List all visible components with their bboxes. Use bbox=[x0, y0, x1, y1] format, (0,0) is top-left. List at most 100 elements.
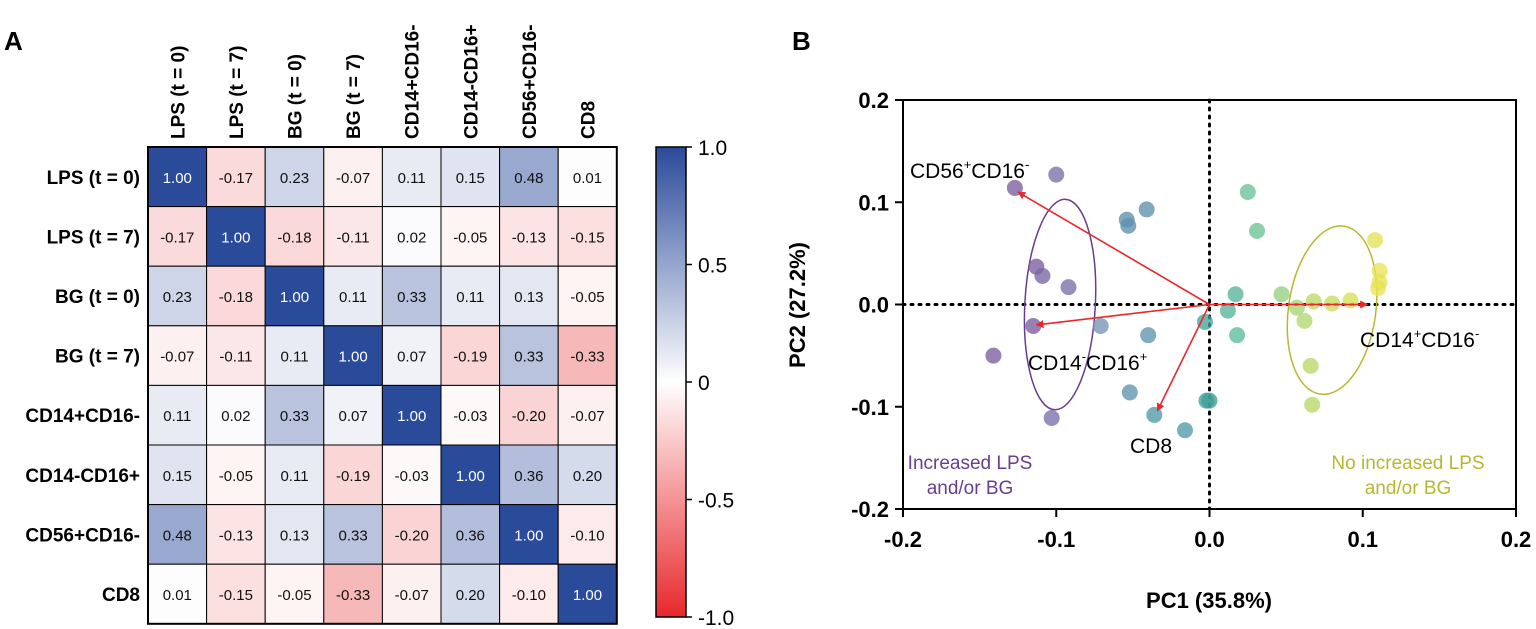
heatmap-cell-value: 0.48 bbox=[163, 527, 192, 544]
scatter-point bbox=[1025, 317, 1042, 334]
scatter-point bbox=[1371, 262, 1388, 279]
heatmap-cell-value: 0.23 bbox=[163, 289, 192, 306]
group-labels: Increased LPS and/or BG No increased LPS… bbox=[908, 453, 1485, 499]
scatter-point bbox=[1138, 201, 1155, 218]
heatmap-cell-value: -0.17 bbox=[160, 229, 194, 246]
heatmap-cell bbox=[499, 444, 559, 506]
heatmap-cell-value: 1.00 bbox=[573, 587, 602, 604]
heatmap-col-label: BG (t = 7) bbox=[344, 54, 365, 139]
heatmap-col-label: CD56+CD16- bbox=[520, 24, 541, 139]
heatmap-col-label: CD8 bbox=[579, 101, 600, 139]
heatmap-col-label: CD14-CD16+ bbox=[461, 24, 482, 139]
loading-arrow bbox=[1017, 191, 1210, 306]
arrow-label-cd56: CD56+CD16- bbox=[910, 157, 1029, 183]
x-tick-label: 0.1 bbox=[1347, 527, 1378, 552]
heatmap-cell-value: 0.13 bbox=[514, 289, 543, 306]
arrow-label-cd14pos: CD14+CD16- bbox=[1360, 326, 1479, 352]
heatmap-cell bbox=[499, 384, 559, 446]
heatmap-cell-value: -0.07 bbox=[570, 408, 604, 425]
y-axis-title: PC2 (27.2%) bbox=[785, 242, 810, 368]
scatter-point bbox=[1296, 312, 1313, 329]
heatmap-cell bbox=[381, 265, 442, 327]
heatmap-cell-value: -0.33 bbox=[570, 349, 604, 366]
heatmap-cell-value: 0.48 bbox=[514, 170, 543, 187]
heatmap-col-labels: LPS (t = 0) LPS (t = 7) BG (t = 0) BG (t = … bbox=[168, 24, 599, 139]
scatter-point bbox=[1146, 406, 1163, 423]
heatmap-cell-value: 0.20 bbox=[456, 587, 485, 604]
scatter-point bbox=[1249, 222, 1266, 239]
heatmap-cell bbox=[440, 206, 501, 267]
heatmap-cell bbox=[440, 265, 501, 327]
heatmap-row-label: CD56+CD16- bbox=[25, 525, 140, 546]
heatmap-cell-value: 0.07 bbox=[397, 349, 426, 366]
heatmap-cell-value: 0.02 bbox=[221, 408, 250, 425]
y-tick-label: 0.0 bbox=[858, 293, 889, 318]
heatmap-cell-value: 0.07 bbox=[338, 408, 367, 425]
heatmap-cell bbox=[323, 384, 383, 446]
heatmap-cell-value: -0.11 bbox=[337, 229, 370, 246]
colorbar-tick-label: -1.0 bbox=[698, 607, 734, 629]
x-axis-title: PC1 (35.8%) bbox=[1146, 588, 1272, 613]
arrow-label-cd8: CD8 bbox=[1130, 435, 1172, 458]
scatter-point bbox=[1367, 232, 1384, 249]
scatter-point bbox=[1140, 327, 1157, 344]
heatmap-cell-value: -0.20 bbox=[512, 408, 546, 425]
y-tick-label: -0.2 bbox=[851, 497, 889, 522]
heatmap-cell bbox=[557, 206, 618, 267]
heatmap-cell bbox=[440, 444, 501, 506]
scatter-point bbox=[1288, 299, 1305, 316]
y-tick-label: 0.1 bbox=[858, 190, 889, 215]
heatmap-row-label: CD14-CD16+ bbox=[25, 466, 140, 487]
heatmap-row-label: LPS (t = 0) bbox=[47, 168, 140, 189]
loading-arrow bbox=[1156, 304, 1211, 412]
scatter-point bbox=[1219, 302, 1236, 319]
heatmap-cell-value: 0.11 bbox=[280, 468, 308, 485]
heatmap-row-label: BG (t = 0) bbox=[55, 287, 140, 308]
heatmap-cell bbox=[440, 504, 501, 565]
heatmap-cell-value: -0.05 bbox=[277, 587, 311, 604]
heatmap-cell bbox=[206, 206, 266, 267]
pca-axes: -0.2 -0.1 0.0 0.1 0.2 0.2 0.1 0.0 -0.1 -0.2 bbox=[851, 88, 1531, 552]
ellipse-increased bbox=[1023, 198, 1097, 411]
heatmap-cell-value: -0.05 bbox=[453, 229, 487, 246]
heatmap-cell bbox=[206, 504, 266, 565]
heatmap-cell-value: -0.11 bbox=[219, 349, 252, 366]
scatter-point bbox=[1229, 327, 1246, 344]
heatmap-cell-value: -0.03 bbox=[395, 468, 429, 485]
x-tick-label: 0.0 bbox=[1194, 527, 1225, 552]
heatmap-cell bbox=[381, 563, 442, 625]
heatmap-cell-value: 0.11 bbox=[398, 170, 426, 187]
scatter-point bbox=[1120, 217, 1137, 234]
heatmap-cell-value: -0.13 bbox=[219, 527, 253, 544]
heatmap-cell bbox=[147, 146, 208, 208]
heatmap-cell-value: 0.33 bbox=[280, 408, 309, 425]
panel-a: A 1.00 -0.17 0.23 -0.07 0.11 0.15 0.48 0.01-0.1… bbox=[4, 24, 734, 629]
panel-b-label: B bbox=[792, 26, 811, 56]
scatter-point bbox=[1092, 317, 1109, 334]
heatmap-cell-value: 0.15 bbox=[456, 170, 485, 187]
heatmap-cell-value: 0.33 bbox=[514, 349, 543, 366]
scatter-points bbox=[985, 166, 1388, 439]
heatmap-cell-value: 0.23 bbox=[280, 170, 309, 187]
heatmap-cell-value: 1.00 bbox=[338, 349, 367, 366]
heatmap-cell-value: 0.36 bbox=[456, 527, 485, 544]
heatmap-cell bbox=[381, 325, 442, 386]
heatmap-cell-value: -0.19 bbox=[453, 349, 487, 366]
heatmap-cell-value: -0.18 bbox=[277, 229, 311, 246]
scatter-point bbox=[1227, 286, 1244, 303]
heatmap-cell bbox=[557, 504, 618, 565]
heatmap-cell-value: -0.05 bbox=[570, 289, 604, 306]
scatter-point bbox=[1302, 357, 1319, 374]
scatter-point bbox=[1273, 286, 1290, 303]
heatmap-cell-value: -0.20 bbox=[395, 527, 429, 544]
heatmap-cell-value: 0.33 bbox=[338, 527, 367, 544]
heatmap-cell bbox=[381, 504, 442, 565]
heatmap-cell-value: -0.18 bbox=[219, 289, 253, 306]
heatmap-cell-value: 0.01 bbox=[573, 170, 602, 187]
colorbar-tick-label: 0.5 bbox=[698, 255, 727, 278]
heatmap-cell-value: 0.15 bbox=[163, 468, 192, 485]
scatter-point bbox=[1048, 166, 1065, 183]
arrow-label-cd14neg: CD14-CD16+ bbox=[1028, 349, 1147, 375]
heatmap-cell-value: 0.33 bbox=[397, 289, 426, 306]
colorbar-tick-label: 1.0 bbox=[698, 137, 727, 160]
